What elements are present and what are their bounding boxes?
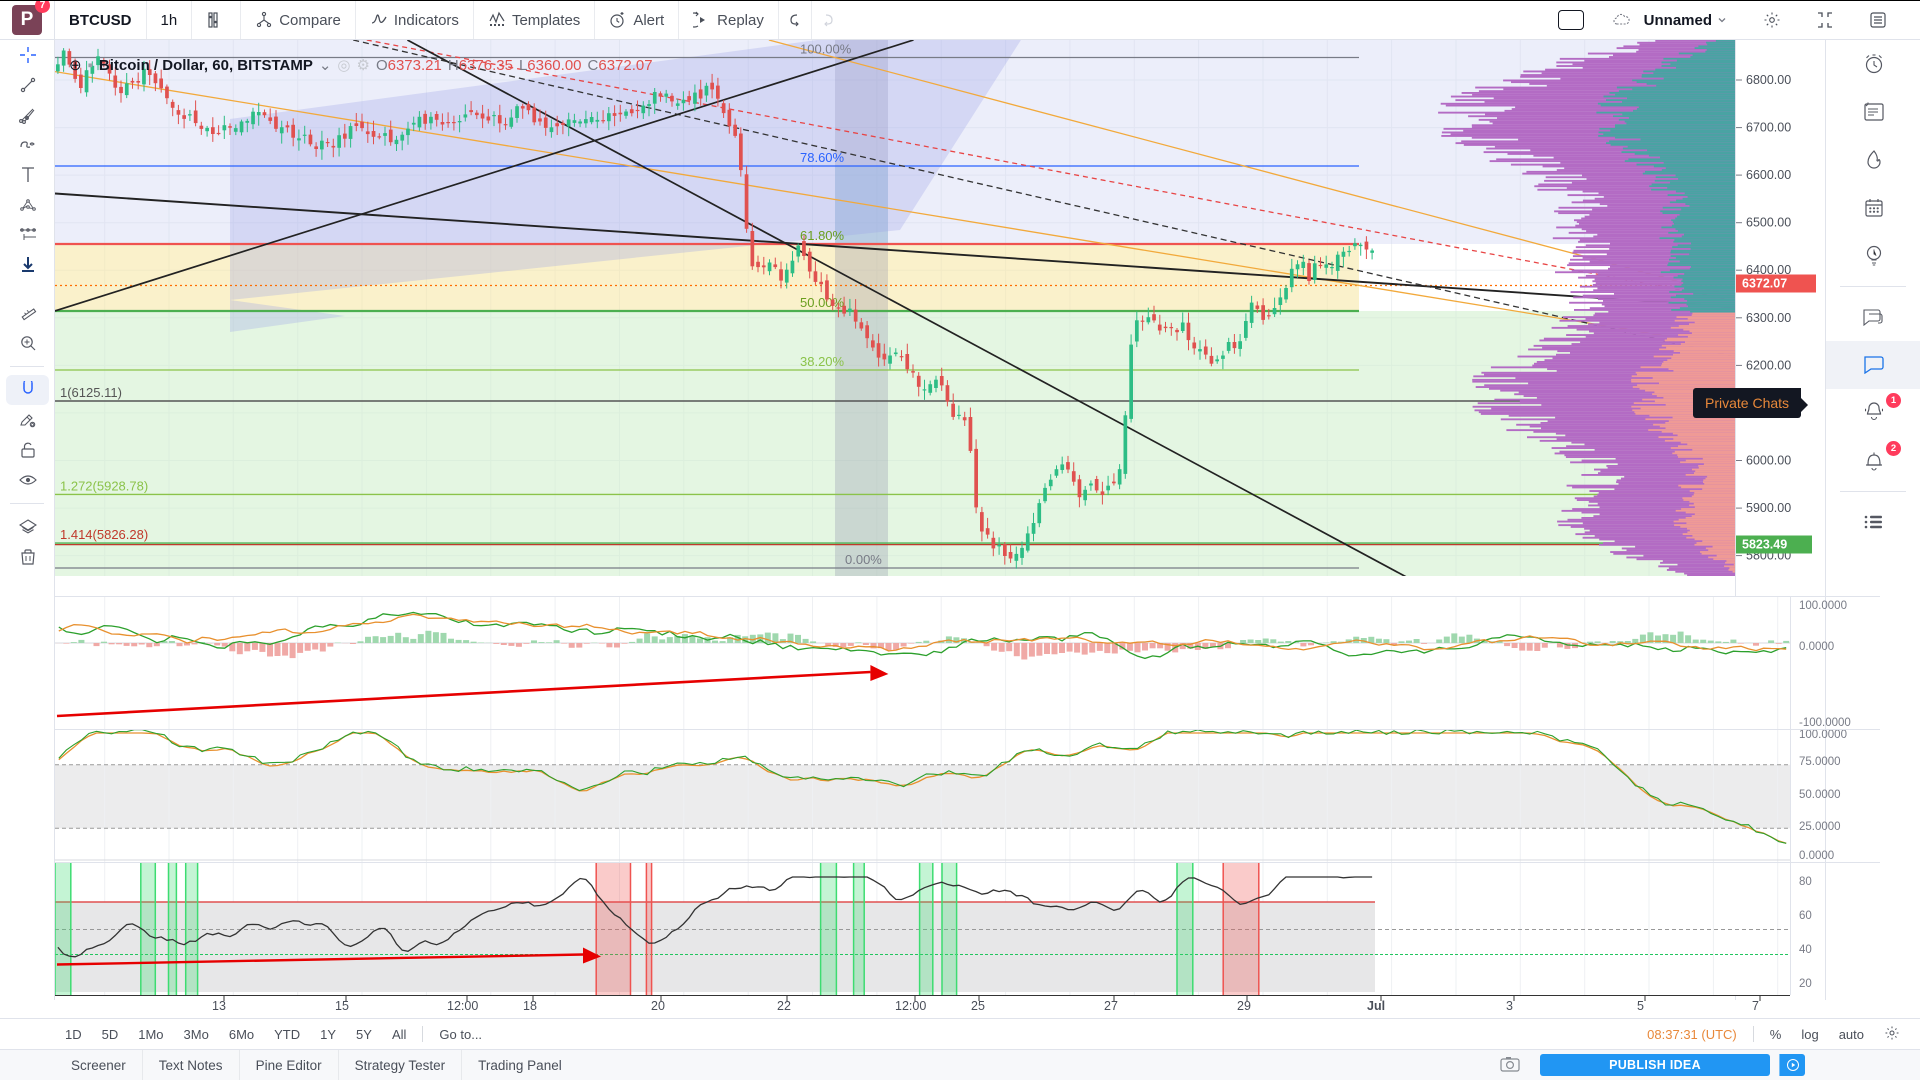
svg-text:5823.49: 5823.49 [1742,538,1787,552]
svg-text:20: 20 [1799,978,1812,990]
svg-text:60: 60 [1799,910,1812,922]
svg-text:6200.00: 6200.00 [1746,358,1791,372]
svg-text:100.00%: 100.00% [800,42,852,57]
svg-text:1.414(5826.28): 1.414(5826.28) [60,527,148,542]
svg-text:1.272(5928.78): 1.272(5928.78) [60,478,148,493]
svg-text:1(6125.11): 1(6125.11) [60,385,122,400]
svg-text:61.80%: 61.80% [800,228,845,243]
svg-text:0.0000: 0.0000 [1799,641,1834,653]
svg-text:6700.00: 6700.00 [1746,121,1791,135]
svg-text:0.00%: 0.00% [845,552,882,567]
svg-text:78.60%: 78.60% [800,150,845,165]
svg-text:80: 80 [1799,876,1812,888]
svg-text:40: 40 [1799,944,1812,956]
svg-text:-100.0000: -100.0000 [1799,717,1851,729]
svg-text:6600.00: 6600.00 [1746,168,1791,182]
svg-text:6500.00: 6500.00 [1746,216,1791,230]
svg-text:38.20%: 38.20% [800,354,845,369]
svg-text:50.0000: 50.0000 [1799,789,1841,801]
svg-text:100.0000: 100.0000 [1799,730,1847,741]
svg-text:25.0000: 25.0000 [1799,821,1841,833]
svg-text:5900.00: 5900.00 [1746,501,1791,515]
svg-text:6000.00: 6000.00 [1746,454,1791,468]
svg-text:100.0000: 100.0000 [1799,600,1847,612]
svg-text:6800.00: 6800.00 [1746,73,1791,87]
svg-text:0.0000: 0.0000 [1799,850,1834,862]
svg-text:6300.00: 6300.00 [1746,311,1791,325]
svg-text:75.0000: 75.0000 [1799,756,1841,768]
svg-text:6372.07: 6372.07 [1742,277,1787,291]
